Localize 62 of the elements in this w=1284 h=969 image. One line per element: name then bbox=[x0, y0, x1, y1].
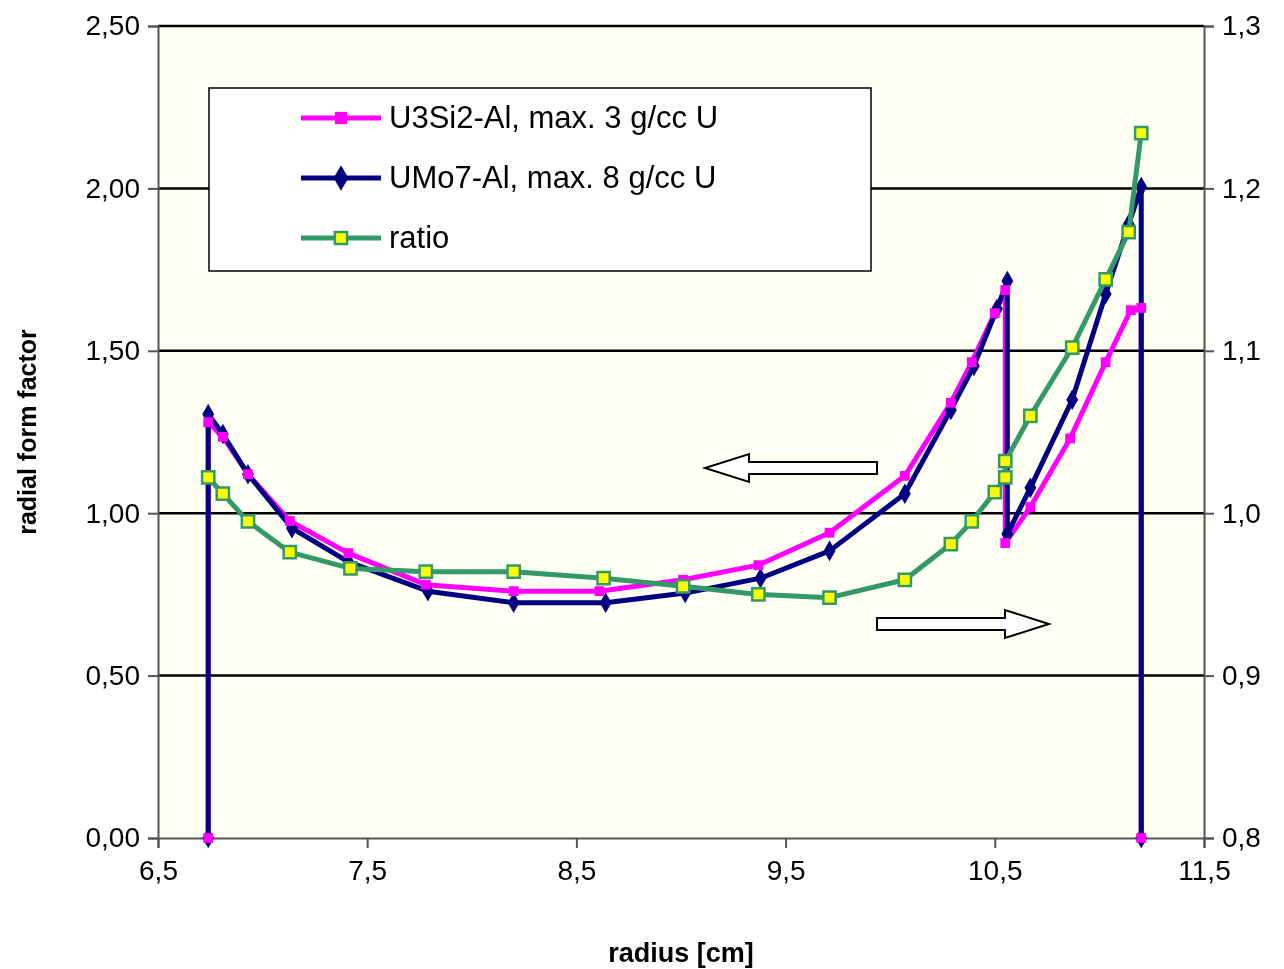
point bbox=[1065, 433, 1076, 444]
point bbox=[1000, 538, 1011, 548]
point bbox=[215, 486, 231, 502]
y2-tick-label: 1,2 bbox=[1222, 172, 1261, 204]
point bbox=[897, 572, 913, 588]
y-tick-label: 1,00 bbox=[85, 497, 140, 529]
point bbox=[1022, 408, 1038, 424]
point bbox=[1098, 271, 1114, 287]
point bbox=[964, 513, 980, 529]
point bbox=[751, 587, 766, 602]
y-tick-label: 0,00 bbox=[85, 822, 140, 854]
x-tick-label: 11,5 bbox=[1178, 854, 1231, 886]
y2-tick-label: 0,9 bbox=[1222, 660, 1261, 692]
y2-tick-label: 1,3 bbox=[1222, 10, 1261, 42]
y2-tick-label: 0,8 bbox=[1222, 822, 1261, 854]
point bbox=[240, 513, 256, 529]
y-tick-label: 2,50 bbox=[85, 10, 140, 42]
point bbox=[1064, 340, 1080, 355]
point bbox=[987, 484, 1003, 500]
point bbox=[506, 564, 522, 580]
point bbox=[343, 548, 354, 559]
legend-label: UMo7-Al, max. 8 g/cc U bbox=[389, 160, 717, 195]
point bbox=[1100, 357, 1111, 368]
point bbox=[899, 470, 910, 481]
legend-label: U3Si2-Al, max. 3 g/cc U bbox=[389, 100, 719, 135]
x-tick-label: 8,5 bbox=[557, 854, 597, 886]
point bbox=[1133, 125, 1149, 141]
point bbox=[594, 586, 605, 597]
point bbox=[1121, 224, 1137, 240]
point bbox=[284, 516, 295, 526]
x-tick-label: 7,5 bbox=[348, 854, 388, 886]
point bbox=[1025, 502, 1036, 512]
point bbox=[997, 470, 1013, 485]
y-tick-label: 2,00 bbox=[85, 172, 140, 204]
point bbox=[997, 453, 1013, 469]
point bbox=[418, 564, 434, 580]
point bbox=[1136, 303, 1147, 313]
point bbox=[675, 578, 691, 594]
point bbox=[420, 579, 431, 590]
point bbox=[200, 470, 216, 485]
point bbox=[945, 397, 956, 408]
point bbox=[824, 527, 835, 538]
y2-tick-label: 1,0 bbox=[1222, 497, 1261, 529]
legend-label: ratio bbox=[389, 220, 450, 255]
point bbox=[282, 544, 298, 560]
y2-tick-label: 1,1 bbox=[1222, 335, 1261, 367]
x-tick-label: 9,5 bbox=[766, 854, 806, 886]
point bbox=[596, 570, 611, 586]
point bbox=[203, 417, 214, 428]
point bbox=[753, 560, 764, 571]
point bbox=[343, 561, 358, 576]
point bbox=[822, 590, 837, 606]
point bbox=[943, 536, 959, 552]
x-tick-label: 10,5 bbox=[968, 854, 1023, 886]
y-axis-title: radial form factor bbox=[13, 328, 41, 535]
y-tick-label: 1,50 bbox=[85, 335, 140, 367]
x-tick-label: 6,5 bbox=[139, 854, 178, 886]
point bbox=[1125, 305, 1136, 316]
point bbox=[1000, 285, 1011, 295]
x-axis-title: radius [cm] bbox=[608, 938, 754, 968]
point bbox=[508, 586, 519, 597]
y-tick-label: 0,50 bbox=[85, 660, 140, 692]
